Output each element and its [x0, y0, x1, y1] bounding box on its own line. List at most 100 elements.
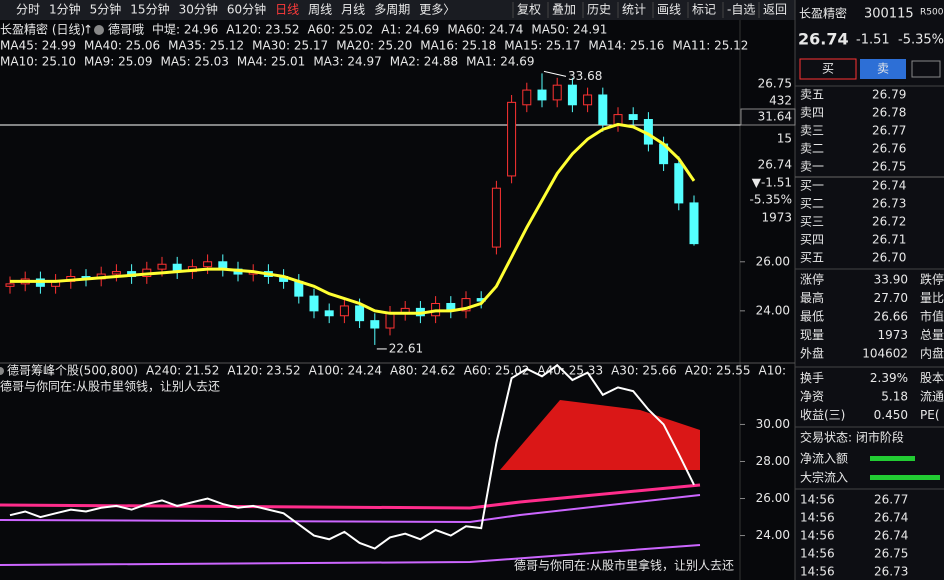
stat-label: 收益(三) [800, 408, 845, 422]
stat-label: 最高 [800, 290, 824, 305]
axis-info: 1973 [761, 211, 792, 225]
stat-value: 1973 [877, 328, 908, 342]
stat-label: PE( [920, 408, 940, 422]
period-tab[interactable]: 1分钟 [49, 2, 81, 17]
toolbar-button[interactable]: 画线 [657, 3, 681, 17]
period-tab[interactable]: 更多〉 [419, 3, 455, 17]
trade-status: 交易状态: 闭市阶段 [800, 430, 904, 445]
stat-label: 现量 [800, 328, 824, 342]
period-tab[interactable]: 5分钟 [90, 2, 122, 17]
toolbar-button[interactable]: 复权 [517, 3, 541, 17]
candle-body [339, 305, 349, 317]
y-tick-label: 24.00 [756, 303, 790, 317]
axis-info: 15 [777, 132, 792, 146]
toolbar-button[interactable]: 历史 [587, 3, 611, 17]
band [0, 494, 701, 524]
crosshair-box [740, 108, 796, 126]
indicator-value: MA4: 25.01 [237, 55, 305, 69]
quote-name: 长盈精密 [799, 6, 847, 21]
candle-body [203, 261, 213, 268]
candle-body [674, 163, 684, 204]
stat-label: 股本 [920, 371, 944, 385]
order-price: 26.78 [872, 106, 906, 120]
flow-label: 大宗流入 [800, 470, 848, 485]
candle-body [461, 298, 471, 312]
indicator-value: 德哥筹峰个股(500,800) [7, 363, 138, 378]
indicator-value: MA10: 25.10 [0, 55, 76, 69]
stat-value: 26.66 [874, 310, 908, 324]
candle-body [567, 84, 577, 106]
indicator-value: A20: 25.55 [685, 364, 751, 378]
toolbar-button[interactable]: 叠加 [552, 3, 576, 17]
period-tab[interactable]: 15分钟 [130, 2, 169, 17]
period-tab[interactable]: 周线 [308, 3, 332, 17]
indicator-line [9, 363, 695, 550]
axis-info: ▼-1.51 [752, 176, 792, 190]
flow-bar [870, 475, 940, 480]
candle-body [157, 263, 167, 270]
indicator-value: MA2: 24.88 [390, 55, 458, 69]
stat-label: 换手 [800, 371, 824, 385]
trade-time: 14:56 [800, 547, 835, 561]
indicator-value: MA15: 25.17 [504, 39, 580, 53]
band [0, 483, 701, 510]
buy-label[interactable]: 买 [822, 62, 834, 76]
sell-button[interactable] [860, 59, 906, 79]
period-tab[interactable]: 多周期 [374, 3, 410, 17]
order-price: 26.70 [872, 251, 906, 265]
band [0, 544, 701, 566]
stat-value: 5.18 [881, 390, 908, 404]
period-tab[interactable]: 60分钟 [227, 2, 266, 17]
indicator-value: MA45: 24.99 [0, 39, 76, 53]
stock-name: 长盈精密 (日线) [0, 22, 85, 37]
period-tab[interactable]: 月线 [341, 3, 365, 17]
annotation-line [543, 70, 567, 77]
order-label: 卖四 [800, 106, 824, 120]
axis-info: 31.64 [758, 110, 792, 124]
candle-body [583, 94, 593, 106]
trade-price: 26.74 [874, 511, 908, 525]
stat-label: 外盘 [800, 346, 824, 361]
period-tab[interactable]: 日线 [275, 3, 299, 17]
trade-time: 14:56 [800, 565, 835, 579]
stat-value: 0.450 [874, 408, 908, 422]
order-label: 买五 [800, 251, 824, 265]
indicator-value: MA1: 24.69 [466, 55, 534, 69]
indicator-value: MA50: 24.91 [531, 23, 607, 37]
note: 德哥与你同在:从股市里拿钱，让别人去还 [514, 558, 734, 573]
indicator-value: A100: 24.24 [309, 364, 382, 378]
toolbar-button[interactable]: 返回 [763, 3, 787, 17]
menu-button[interactable] [911, 60, 941, 78]
y-tick-label: 26.00 [756, 254, 790, 268]
trade-price: 26.74 [874, 529, 908, 543]
indicator-value: A30: 25.66 [611, 364, 677, 378]
stat-label: 市值 [920, 309, 944, 324]
low-annotation: 22.61 [389, 341, 423, 355]
candle-body [309, 295, 319, 312]
axis-info: 26.75 [758, 77, 792, 91]
indicator-value: MA40: 25.06 [84, 39, 160, 53]
stat-label: 净资 [800, 390, 824, 404]
indicator-value: MA3: 24.97 [313, 55, 381, 69]
candle-body [689, 202, 699, 245]
indicator-value: MA16: 25.18 [420, 39, 496, 53]
period-tab[interactable]: 分时 [16, 3, 40, 17]
order-price: 26.72 [872, 215, 906, 229]
y-tick-label: 30.00 [756, 417, 790, 431]
stat-value: 104602 [862, 347, 908, 361]
indicator-value: A1: 24.69 [381, 23, 439, 37]
sell-label[interactable]: 卖 [877, 62, 889, 76]
stat-label: 涨停 [800, 272, 824, 287]
toolbar-button[interactable]: 统计 [622, 3, 646, 17]
order-price: 26.75 [872, 160, 906, 174]
candle-body [552, 84, 562, 101]
candle-body [522, 89, 532, 106]
toolbar-button[interactable]: -自选 [727, 3, 755, 17]
toolbar-button[interactable]: 标记 [692, 3, 716, 17]
buy-button[interactable] [799, 58, 857, 80]
indicator-name: 德哥哦 [108, 22, 144, 37]
period-tab[interactable]: 30分钟 [179, 2, 218, 17]
indicator-value: MA14: 25.16 [588, 39, 664, 53]
indicator-value: A40: 25.33 [537, 364, 603, 378]
